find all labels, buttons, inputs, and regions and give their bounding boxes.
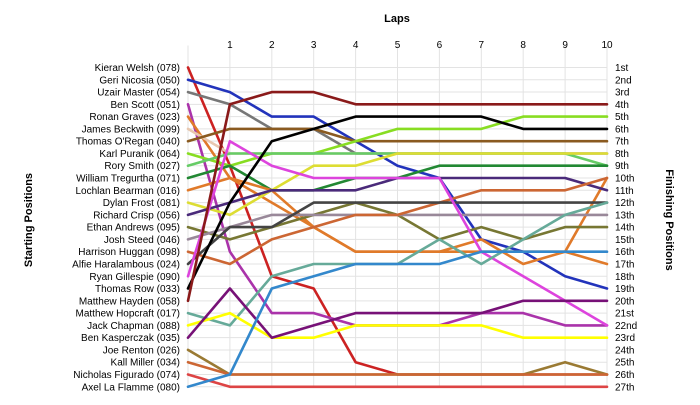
series-line — [186, 373, 609, 389]
starting-position-labels: Kieran Welsh (078)Geri Nicosia (050) Uzai… — [72, 63, 180, 393]
lap-tick-label: 2 — [269, 40, 275, 51]
finishing-position-label: 24th — [615, 345, 634, 356]
finishing-position-label: 3rd — [615, 88, 629, 99]
series-line — [186, 152, 609, 217]
driver-label: Alfie Haralambous (024) — [72, 259, 180, 270]
lap-tick-label: 10 — [601, 40, 613, 51]
driver-label: Ben Kasperczak (035) — [81, 333, 180, 344]
driver-label: Joe Renton (026) — [103, 345, 180, 356]
lap-tick-label: 4 — [353, 40, 359, 51]
driver-label: Thomas Row (033) — [95, 284, 180, 295]
driver-label: Matthew Hayden (058) — [79, 296, 180, 307]
driver-label: Uzair Master (054) — [97, 88, 180, 99]
driver-label: Ethan Andrews (095) — [87, 223, 180, 234]
driver-label: Harrison Huggan (098) — [78, 247, 180, 258]
driver-label: Geri Nicosia (050) — [99, 75, 180, 86]
finishing-position-label: 23rd — [615, 333, 635, 344]
driver-label: Ronan Graves (023) — [89, 112, 180, 123]
finishing-position-label: 19th — [615, 284, 634, 295]
driver-label: Matthew Hopcraft (017) — [76, 309, 181, 320]
series-line — [186, 139, 609, 327]
series-line — [186, 201, 609, 266]
finishing-position-label: 11th — [615, 186, 634, 197]
driver-label: Kieran Welsh (078) — [95, 63, 180, 74]
driver-label: Jack Chapman (088) — [87, 321, 180, 332]
series-line — [186, 311, 609, 340]
finishing-position-label: 14th — [615, 223, 634, 234]
series-line — [186, 360, 609, 376]
lap-tick-label: 1 — [227, 40, 233, 51]
series-line — [186, 250, 609, 389]
driver-label: Lochlan Bearman (016) — [75, 186, 180, 197]
lap-tick-label: 7 — [479, 40, 485, 51]
driver-label: Thomas O'Regan (040) — [76, 137, 180, 148]
finishing-position-label: 18th — [615, 272, 634, 283]
x-axis-title: Laps — [384, 13, 410, 25]
driver-label: Ryan Gillespie (090) — [89, 272, 180, 283]
finishing-position-label: 7th — [615, 137, 629, 148]
series-line — [186, 115, 609, 290]
finishing-position-label: 10th — [615, 174, 634, 185]
finishing-position-label: 6th — [615, 124, 629, 135]
lap-tick-label: 5 — [395, 40, 401, 51]
finishing-position-label: 15th — [615, 235, 634, 246]
series-lines — [186, 66, 609, 389]
lap-tick-label: 9 — [562, 40, 568, 51]
finishing-position-label: 4th — [615, 100, 629, 111]
finishing-position-label: 12th — [615, 198, 634, 209]
finishing-position-label: 21st — [615, 309, 634, 320]
finishing-position-label: 26th — [615, 370, 634, 381]
series-line — [186, 176, 609, 266]
driver-label: Nicholas Figurado (074) — [73, 370, 180, 381]
finishing-position-label: 2nd — [615, 75, 632, 86]
series-line — [186, 127, 609, 143]
driver-label: Kall Miller (034) — [111, 358, 180, 369]
finishing-position-label: 9th — [615, 161, 629, 172]
lap-tick-label: 3 — [311, 40, 317, 51]
finishing-position-label: 1st — [615, 63, 629, 74]
driver-label: Dylan Frost (081) — [103, 198, 180, 209]
finishing-position-label: 8th — [615, 149, 629, 160]
finishing-position-label: 25th — [615, 358, 634, 369]
series-line — [186, 90, 609, 303]
finishing-position-label: 17th — [615, 259, 634, 270]
driver-label: Josh Steed (046) — [104, 235, 180, 246]
driver-label: Ben Scott (051) — [111, 100, 180, 111]
series-line — [186, 287, 609, 340]
finishing-position-label: 27th — [615, 382, 634, 393]
finishing-position-label: 5th — [615, 112, 629, 123]
lap-tick-label: 6 — [437, 40, 443, 51]
finishing-position-label: 22nd — [615, 321, 637, 332]
finishing-position-label: 16th — [615, 247, 634, 258]
y-axis-title-left: Starting Positions — [23, 173, 35, 267]
y-axis-title-right: Finishing Positions — [663, 169, 675, 270]
lap-tick-labels: 1 2 3 4 5 6 7 8 9 10 — [227, 40, 613, 51]
driver-label: Karl Puranik (064) — [99, 149, 180, 160]
driver-label: Richard Crisp (056) — [93, 210, 180, 221]
series-line — [186, 176, 609, 266]
lap-tick-label: 8 — [520, 40, 526, 51]
driver-label: James Beckwith (099) — [82, 124, 180, 135]
finishing-position-labels: 1st2nd3rd4th5th6th7th8th9th10th11th12th1… — [615, 63, 637, 393]
driver-label: Axel La Flamme (080) — [82, 382, 180, 393]
finishing-position-label: 13th — [615, 210, 634, 221]
driver-label: Rory Smith (027) — [104, 161, 180, 172]
driver-label: William Tregurtha (071) — [76, 174, 180, 185]
finishing-position-label: 20th — [615, 296, 634, 307]
